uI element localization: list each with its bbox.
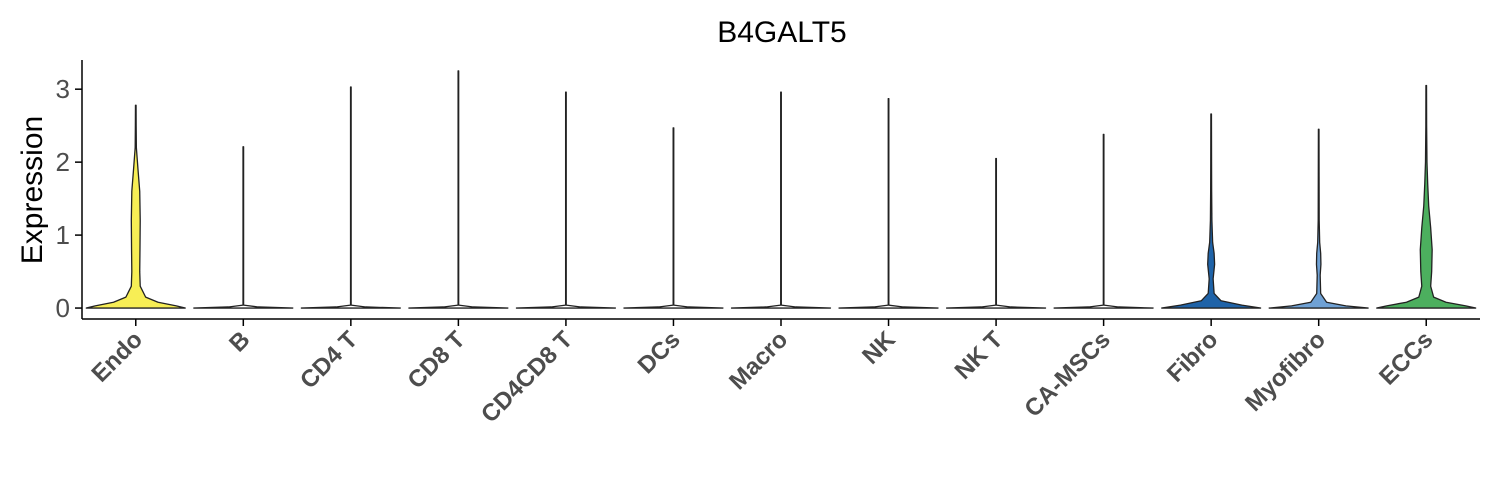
x-tick-label: CA-MSCs [1019,326,1115,422]
x-tick-label: CD4CD8 T [476,326,578,428]
x-tick-label: NK T [950,326,1009,385]
chart-title: B4GALT5 [717,16,847,49]
x-tick-label: Macro [724,326,793,395]
violin-group [85,70,1477,309]
violin-endo [85,104,186,309]
x-tick-label: Myofibro [1240,326,1331,417]
violin-dcs [623,127,724,309]
violin-cd4cd8-t [515,91,617,309]
violin-macro [730,91,832,309]
violin-cd4-t [300,86,401,309]
x-tick-label: CD8 T [403,326,471,394]
violin-cd8-t [408,70,509,309]
x-tick-label: CD4 T [295,326,363,394]
y-tick-label: 2 [56,147,70,177]
y-tick-label: 3 [56,74,70,104]
x-tick-label: Endo [86,326,148,388]
y-ticks: 0 1 2 3 [56,74,82,323]
x-ticks: Endo B CD4 T CD8 T CD4CD8 T DCs Macro NK NK T CA-… [86,319,1438,428]
violin-eccs [1376,84,1477,309]
x-tick-label: Fibro [1162,326,1224,388]
violin-nk-t [945,157,1047,309]
violin-myofibro [1268,128,1369,309]
y-tick-label: 1 [56,220,70,250]
violin-ca-mscs [1053,133,1154,309]
violin-fibro [1161,113,1262,309]
x-tick-label: DCs [633,326,686,379]
violin-b [193,146,294,309]
y-axis-label: Expression [16,116,49,264]
violin-nk [838,98,939,309]
y-tick-label: 0 [56,293,70,323]
x-tick-label: NK [857,326,901,370]
x-tick-label: ECCs [1374,326,1438,390]
x-tick-label: B [224,326,255,357]
